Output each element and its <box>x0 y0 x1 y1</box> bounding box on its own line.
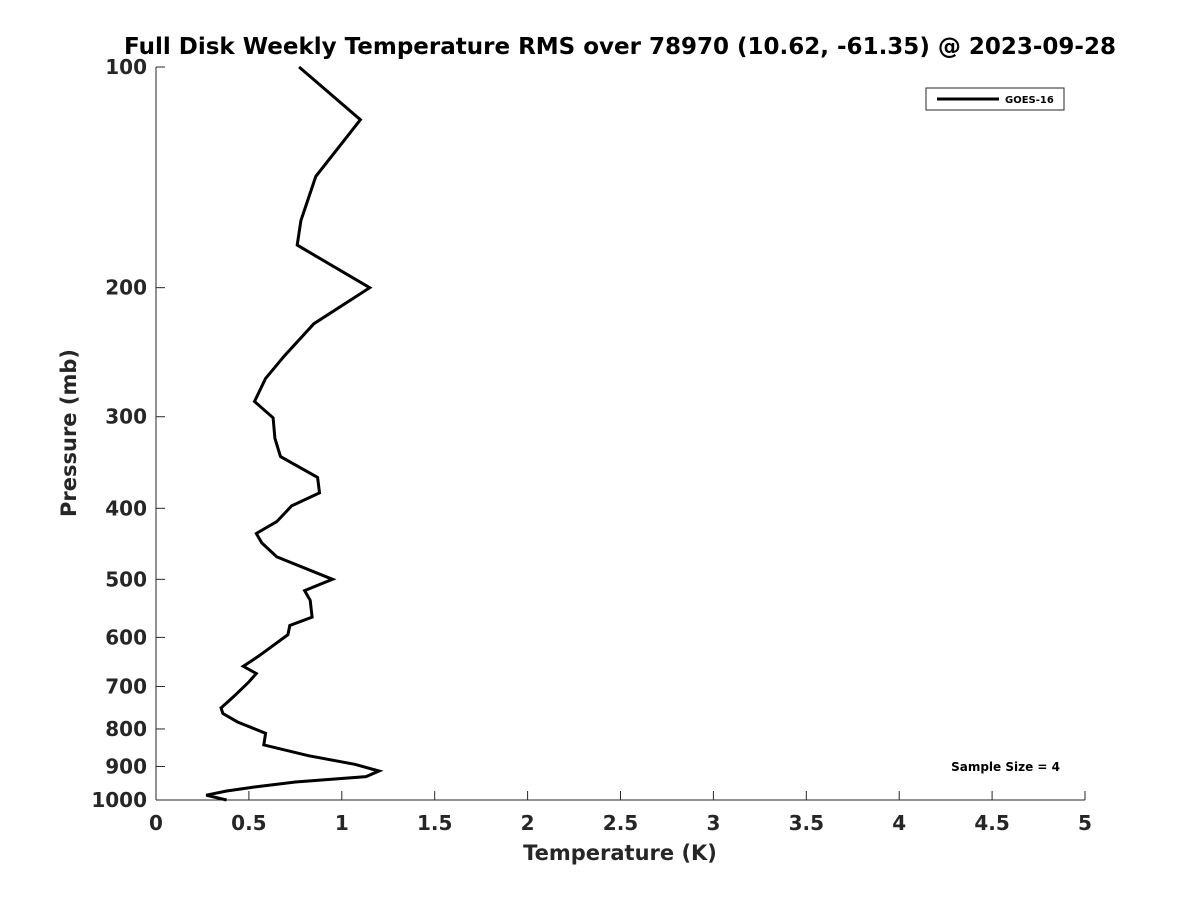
y-axis-ticks: 100 200 300 400 500 600 700 800 900 1000 <box>91 55 165 812</box>
series-layer <box>205 65 384 802</box>
x-tick-label: 3.5 <box>789 811 824 835</box>
y-axis-title: Pressure (mb) <box>57 349 81 517</box>
y-tick-label: 700 <box>105 674 147 698</box>
chart-title: Full Disk Weekly Temperature RMS over 78… <box>124 34 1116 60</box>
series-line-goes-16 <box>205 65 384 802</box>
x-tick-label: 3 <box>706 811 720 835</box>
x-tick-label: 5 <box>1078 811 1092 835</box>
x-tick-label: 0 <box>149 811 163 835</box>
y-tick-label: 1000 <box>91 788 147 812</box>
x-tick-label: 4.5 <box>974 811 1009 835</box>
y-tick-label: 600 <box>105 625 147 649</box>
axes <box>155 67 1085 801</box>
y-tick-label: 900 <box>105 754 147 778</box>
y-tick-label: 500 <box>105 567 147 591</box>
x-tick-label: 2 <box>521 811 535 835</box>
legend: GOES-16 <box>925 87 1065 111</box>
y-tick-label: 300 <box>105 405 147 429</box>
legend-label-goes-16: GOES-16 <box>1005 95 1054 106</box>
x-tick-label: 1 <box>335 811 349 835</box>
y-tick-label: 400 <box>105 496 147 520</box>
x-axis-ticks: 0 0.5 1 1.5 2 2.5 3 3.5 4 4.5 5 <box>149 791 1092 835</box>
y-tick-label: 800 <box>105 717 147 741</box>
y-tick-label: 100 <box>105 55 147 79</box>
x-tick-label: 2.5 <box>603 811 638 835</box>
x-tick-label: 0.5 <box>231 811 266 835</box>
plot-area <box>156 67 1085 800</box>
x-tick-label: 4 <box>892 811 906 835</box>
x-tick-label: 1.5 <box>417 811 452 835</box>
y-tick-label: 200 <box>105 276 147 300</box>
sample-size-annotation: Sample Size = 4 <box>951 760 1060 774</box>
x-axis-title: Temperature (K) <box>523 841 717 865</box>
